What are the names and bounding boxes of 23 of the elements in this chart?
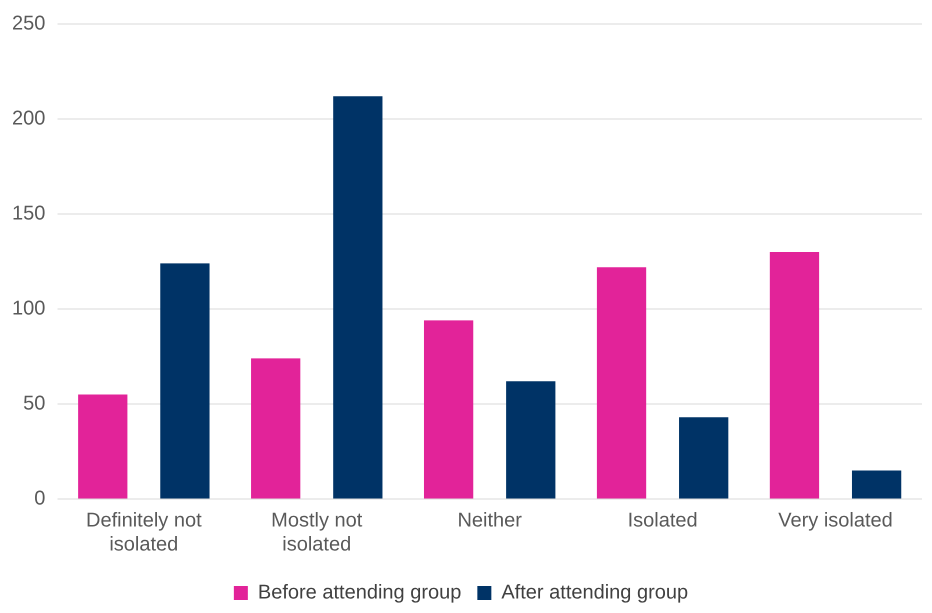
bar (852, 470, 902, 498)
bar (770, 252, 820, 498)
y-tick-label: 50 (23, 392, 46, 415)
bar (424, 320, 474, 498)
y-tick-label: 200 (12, 108, 46, 130)
x-tick-label: Definitely not isolated (86, 510, 202, 556)
bar (506, 381, 556, 498)
legend-label: After attending group (501, 582, 688, 604)
bar (160, 263, 210, 498)
x-tick-label: Neither (457, 510, 522, 532)
bar (679, 417, 728, 498)
y-tick-label: 250 (12, 12, 46, 35)
x-tick-label: Mostly not isolated (271, 510, 363, 556)
bar (251, 358, 300, 498)
y-tick-label: 100 (12, 298, 46, 320)
y-tick-label: 150 (12, 202, 46, 225)
legend-label: Before attending group (258, 582, 462, 604)
y-tick-label: 0 (34, 488, 46, 510)
x-tick-label: Very isolated (778, 510, 893, 532)
bar (333, 96, 382, 498)
bar (78, 394, 128, 498)
bar (596, 267, 646, 498)
x-tick-label: Isolated (628, 510, 698, 532)
